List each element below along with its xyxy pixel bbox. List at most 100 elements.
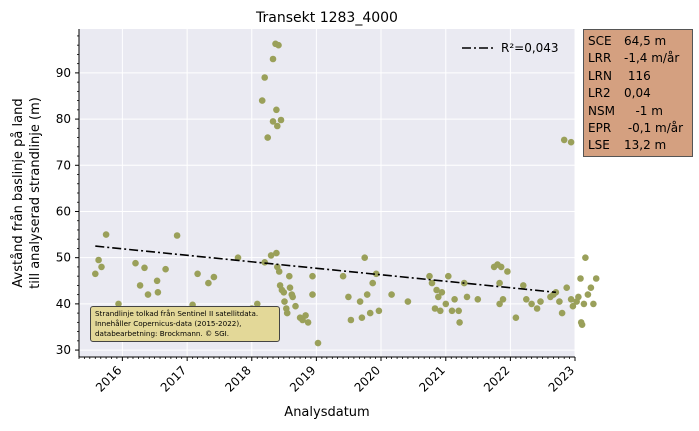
data-point — [136, 282, 144, 289]
data-point — [587, 284, 595, 292]
data-point — [345, 293, 352, 301]
data-point — [456, 319, 463, 326]
data-point — [361, 254, 369, 261]
data-point — [499, 296, 507, 303]
x-axis-title: Analysdatum — [284, 405, 369, 420]
data-point — [388, 291, 395, 298]
data-point — [582, 254, 589, 261]
data-point — [372, 270, 380, 278]
y-tick-label: 60 — [56, 204, 71, 218]
data-point — [264, 134, 272, 141]
stats-value: 0,04 — [624, 86, 651, 101]
y-axis-title-line-1: Avstånd från baslinje på land — [11, 98, 26, 287]
data-point — [512, 314, 520, 322]
data-point — [286, 284, 294, 292]
data-point — [435, 293, 442, 301]
data-point — [292, 302, 299, 310]
stats-key: LR2 — [588, 86, 611, 101]
stats-value: 116 — [624, 68, 651, 83]
stats-key: SCE — [588, 34, 612, 48]
y-tick-label: 30 — [56, 343, 71, 357]
data-point — [280, 289, 288, 296]
stats-row: LR2 0,04 — [588, 85, 688, 102]
data-point — [115, 300, 122, 308]
legend-label: R²=0,043 — [501, 41, 559, 55]
stats-key: NSM — [588, 103, 615, 118]
stats-row: SCE 64,5 m — [588, 33, 688, 50]
data-point — [445, 272, 452, 280]
data-point — [426, 272, 433, 280]
stats-value: 13,2 m — [624, 138, 667, 153]
stats-key: LSE — [588, 138, 610, 153]
stats-value: -0,1 m/år — [624, 121, 684, 136]
data-point — [375, 307, 383, 315]
data-point — [269, 118, 277, 125]
data-point — [448, 307, 456, 315]
data-point — [438, 289, 446, 296]
stats-row: NSM -1 m — [588, 103, 688, 120]
data-point — [533, 305, 541, 312]
data-point — [286, 272, 293, 280]
data-point — [205, 279, 212, 287]
data-point — [563, 284, 570, 292]
scatter-points — [92, 40, 600, 347]
x-tick-label: 2020 — [352, 363, 383, 394]
data-point — [132, 259, 139, 267]
data-point — [309, 272, 316, 280]
stats-value: -1 m — [624, 103, 663, 118]
y-tick-label: 80 — [56, 112, 71, 126]
stats-row: LRN 116 — [588, 68, 688, 85]
stats-value: -1,4 m/år — [624, 51, 680, 66]
stats-row: LRR -1,4 m/år — [588, 50, 688, 67]
data-point — [274, 122, 281, 130]
attribution-line: Strandlinje tolkad från Sentinel II sate… — [95, 309, 259, 318]
data-point — [98, 263, 105, 271]
data-point — [347, 316, 355, 324]
grid — [79, 29, 576, 357]
data-point — [575, 293, 582, 301]
stats-key: LRR — [588, 51, 612, 66]
data-point — [567, 138, 575, 146]
data-point — [102, 231, 110, 238]
data-point — [451, 296, 458, 303]
data-point — [258, 97, 266, 104]
data-point — [497, 263, 505, 271]
attribution-line: databearbetning: Brockmann. © SGI. — [95, 329, 230, 338]
data-point — [520, 282, 527, 289]
data-point — [369, 279, 377, 287]
data-point — [567, 296, 575, 303]
y-tick-label: 90 — [56, 66, 71, 80]
x-tick-label: 2018 — [222, 363, 253, 394]
legend: R²=0,043 — [462, 41, 559, 55]
data-point — [496, 300, 503, 308]
data-point — [314, 339, 322, 347]
data-point — [590, 300, 597, 308]
data-point — [496, 279, 503, 287]
data-point — [523, 296, 530, 303]
x-tick-label: 2019 — [287, 363, 318, 394]
data-point — [253, 300, 261, 308]
data-point — [141, 264, 148, 272]
data-point — [173, 232, 181, 239]
data-point — [474, 296, 482, 303]
data-point — [162, 265, 169, 273]
data-point — [580, 300, 588, 308]
data-point — [273, 106, 280, 114]
data-point — [153, 277, 161, 285]
stats-key: LRN — [588, 68, 612, 83]
data-point — [577, 275, 584, 282]
chart-title: Transekt 1283_4000 — [255, 10, 398, 26]
data-point — [560, 136, 568, 144]
attribution-line: Innehåller Copernicus-data (2015-2022), — [95, 319, 242, 328]
data-point — [578, 321, 586, 329]
x-tick-label: 2016 — [93, 363, 124, 394]
data-point — [358, 314, 366, 322]
data-point — [281, 298, 288, 305]
x-tick-label: 2023 — [546, 363, 577, 394]
y-tick-label: 50 — [56, 251, 71, 265]
data-point — [404, 298, 412, 305]
data-point — [95, 256, 102, 264]
data-point — [309, 291, 316, 298]
data-point — [289, 293, 297, 301]
